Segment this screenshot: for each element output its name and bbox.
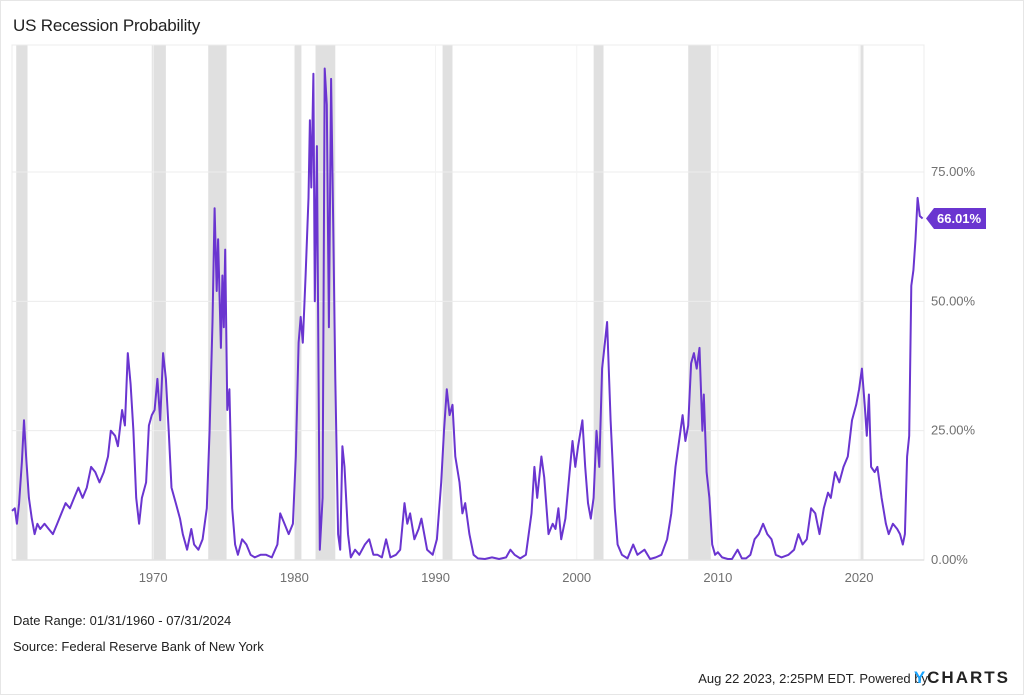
recession-band <box>16 45 28 560</box>
chart-title: US Recession Probability <box>13 16 201 35</box>
last-value-tag-shape <box>926 208 986 230</box>
recession-band <box>208 45 227 560</box>
recession-band <box>294 45 302 560</box>
gridlines <box>11 44 925 561</box>
recession-bands <box>16 45 864 560</box>
date-range: Date Range: 01/31/1960 - 07/31/2024 <box>13 613 232 628</box>
ycharts-logo-icon: Y <box>913 668 928 687</box>
y-tick-label: 25.00% <box>931 423 976 438</box>
y-tick-label: 50.00% <box>931 293 976 308</box>
x-axis: 1970 1980 1990 2000 2010 2020 <box>139 570 874 585</box>
ycharts-logo[interactable]: YCHARTS <box>914 668 1010 688</box>
recession-band <box>860 45 864 560</box>
recession-band <box>151 45 166 560</box>
ycharts-logo-text: CHARTS <box>927 668 1010 687</box>
x-tick-label: 2010 <box>703 570 732 585</box>
recession-band <box>593 45 604 560</box>
recession-band <box>442 45 453 560</box>
timestamp: Aug 22 2023, 2:25PM EDT. Powered by <box>698 671 928 686</box>
last-value-label: 66.01% <box>926 208 986 230</box>
probability-line <box>11 67 924 560</box>
x-tick-label: 2000 <box>562 570 591 585</box>
x-tick-label: 1990 <box>421 570 450 585</box>
x-tick-label: 1970 <box>139 570 168 585</box>
y-tick-label: 75.00% <box>931 164 976 179</box>
source: Source: Federal Reserve Bank of New York <box>13 639 264 654</box>
y-tick-label: 0.00% <box>931 552 968 567</box>
last-value-text: 66.01% <box>937 211 982 226</box>
x-tick-label: 1980 <box>280 570 309 585</box>
y-axis: 0.00% 25.00% 50.00% 75.00% <box>931 164 976 567</box>
x-tick-label: 2020 <box>845 570 874 585</box>
